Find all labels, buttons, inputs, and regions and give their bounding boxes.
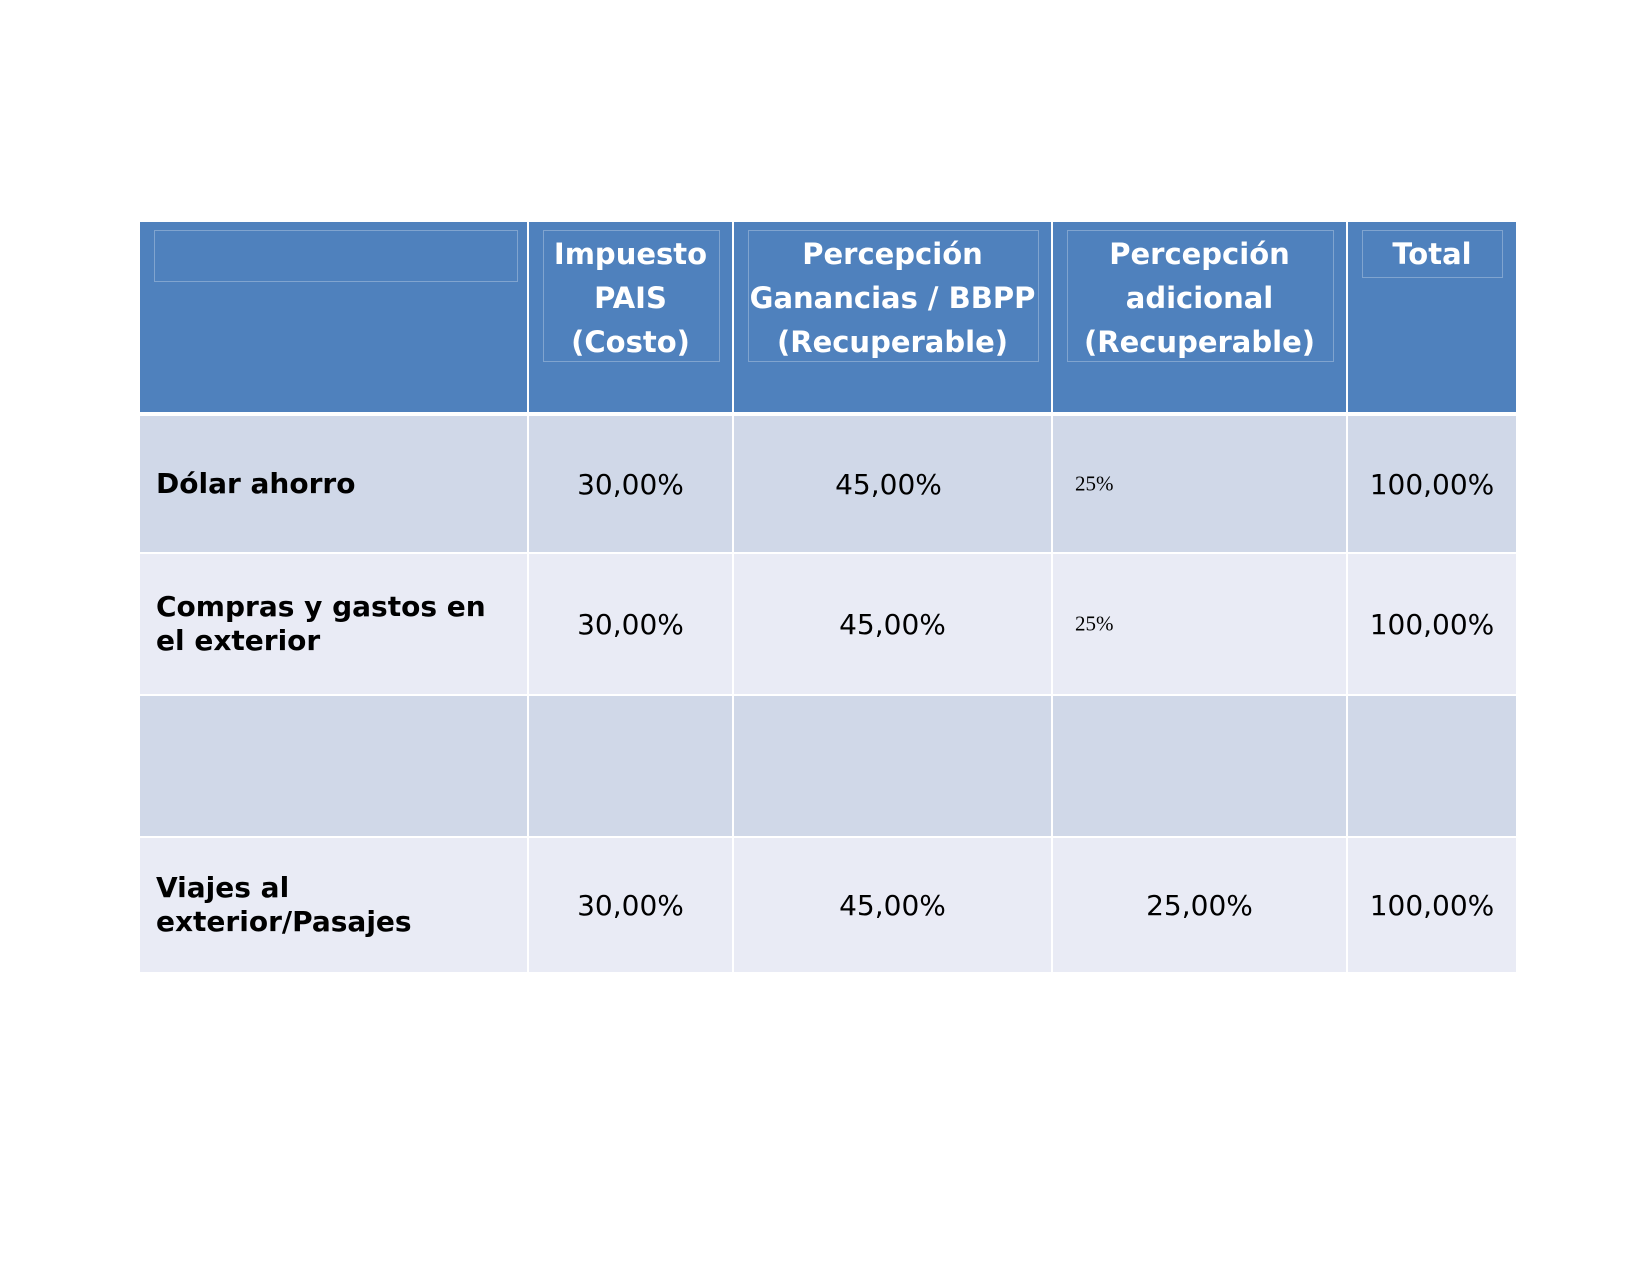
percepcion-ganancias-cell: 45,00% [732,553,1053,696]
percepcion-ganancias-cell: 45,00% [732,414,1053,554]
total-value: 100,00% [1369,888,1495,922]
impuesto-pais-cell: 30,00% [527,553,734,696]
row-label-cell [140,695,529,838]
row-label: Dólar ahorro [156,467,356,500]
impuesto-pais-cell [527,695,734,838]
header-line: Ganancias / BBPP [749,281,1036,315]
percepcion-adicional-cell: 25% [1051,553,1348,696]
total-cell: 100,00% [1346,837,1516,974]
impuesto-pais-cell: 30,00% [527,837,734,974]
percepcion-adicional-value: 25% [1075,611,1114,636]
percepcion-ganancias-value: 45,00% [839,888,946,922]
percepcion-adicional-cell [1051,695,1348,838]
percepcion-ganancias-value: 45,00% [839,607,946,641]
table-row: Viajes al exterior/Pasajes 30,00% 45,00%… [140,837,1516,974]
percepcion-adicional-cell: 25% [1051,414,1348,554]
impuesto-pais-value: 30,00% [577,607,684,641]
header-line: Impuesto [553,237,708,271]
header-label-empty [140,222,527,232]
percepcion-adicional-value: 25,00% [1146,888,1253,922]
header-line: (Recuperable) [1083,325,1315,359]
row-label: Compras y gastos en el exterior [156,590,486,657]
total-value: 100,00% [1369,467,1495,501]
row-label-cell: Compras y gastos en el exterior [140,553,529,696]
header-cell-total: Total [1346,222,1516,416]
header-line: adicional [1125,281,1274,315]
percepcion-ganancias-cell [732,695,1053,838]
table-row [140,695,1516,838]
header-cell-percepcion-adicional: Percepción adicional (Recuperable) [1051,222,1348,416]
percepcion-adicional-cell: 25,00% [1051,837,1348,974]
percepcion-ganancias-value: 45,00% [835,467,942,501]
table-header-row: Impuesto PAIS (Costo) Percepción Gananci… [140,222,1516,416]
header-line: PAIS [594,281,667,315]
percepcion-ganancias-cell: 45,00% [732,837,1053,974]
percepcion-adicional-value: 25% [1075,471,1114,496]
row-label: Viajes al exterior/Pasajes [156,871,412,938]
header-cell-percepcion-ganancias: Percepción Ganancias / BBPP (Recuperable… [732,222,1053,416]
header-cell-empty [140,222,529,416]
tax-comparison-table: Impuesto PAIS (Costo) Percepción Gananci… [140,222,1516,974]
header-line: Percepción [802,237,983,271]
total-value: 100,00% [1369,607,1495,641]
total-cell: 100,00% [1346,414,1516,554]
table-row: Dólar ahorro 30,00% 45,00% 25% 100,00% [140,414,1516,554]
table-row: Compras y gastos en el exterior 30,00% 4… [140,553,1516,696]
row-label-cell: Dólar ahorro [140,414,529,554]
header-cell-impuesto-pais: Impuesto PAIS (Costo) [527,222,734,416]
header-line: (Costo) [571,325,690,359]
placeholder-frame [154,230,518,282]
header-line: (Recuperable) [776,325,1008,359]
impuesto-pais-value: 30,00% [577,467,684,501]
header-line: Percepción [1109,237,1290,271]
header-line: Total [1392,237,1472,271]
total-cell: 100,00% [1346,553,1516,696]
impuesto-pais-cell: 30,00% [527,414,734,554]
total-cell [1346,695,1516,838]
impuesto-pais-value: 30,00% [577,888,684,922]
row-label-cell: Viajes al exterior/Pasajes [140,837,529,974]
